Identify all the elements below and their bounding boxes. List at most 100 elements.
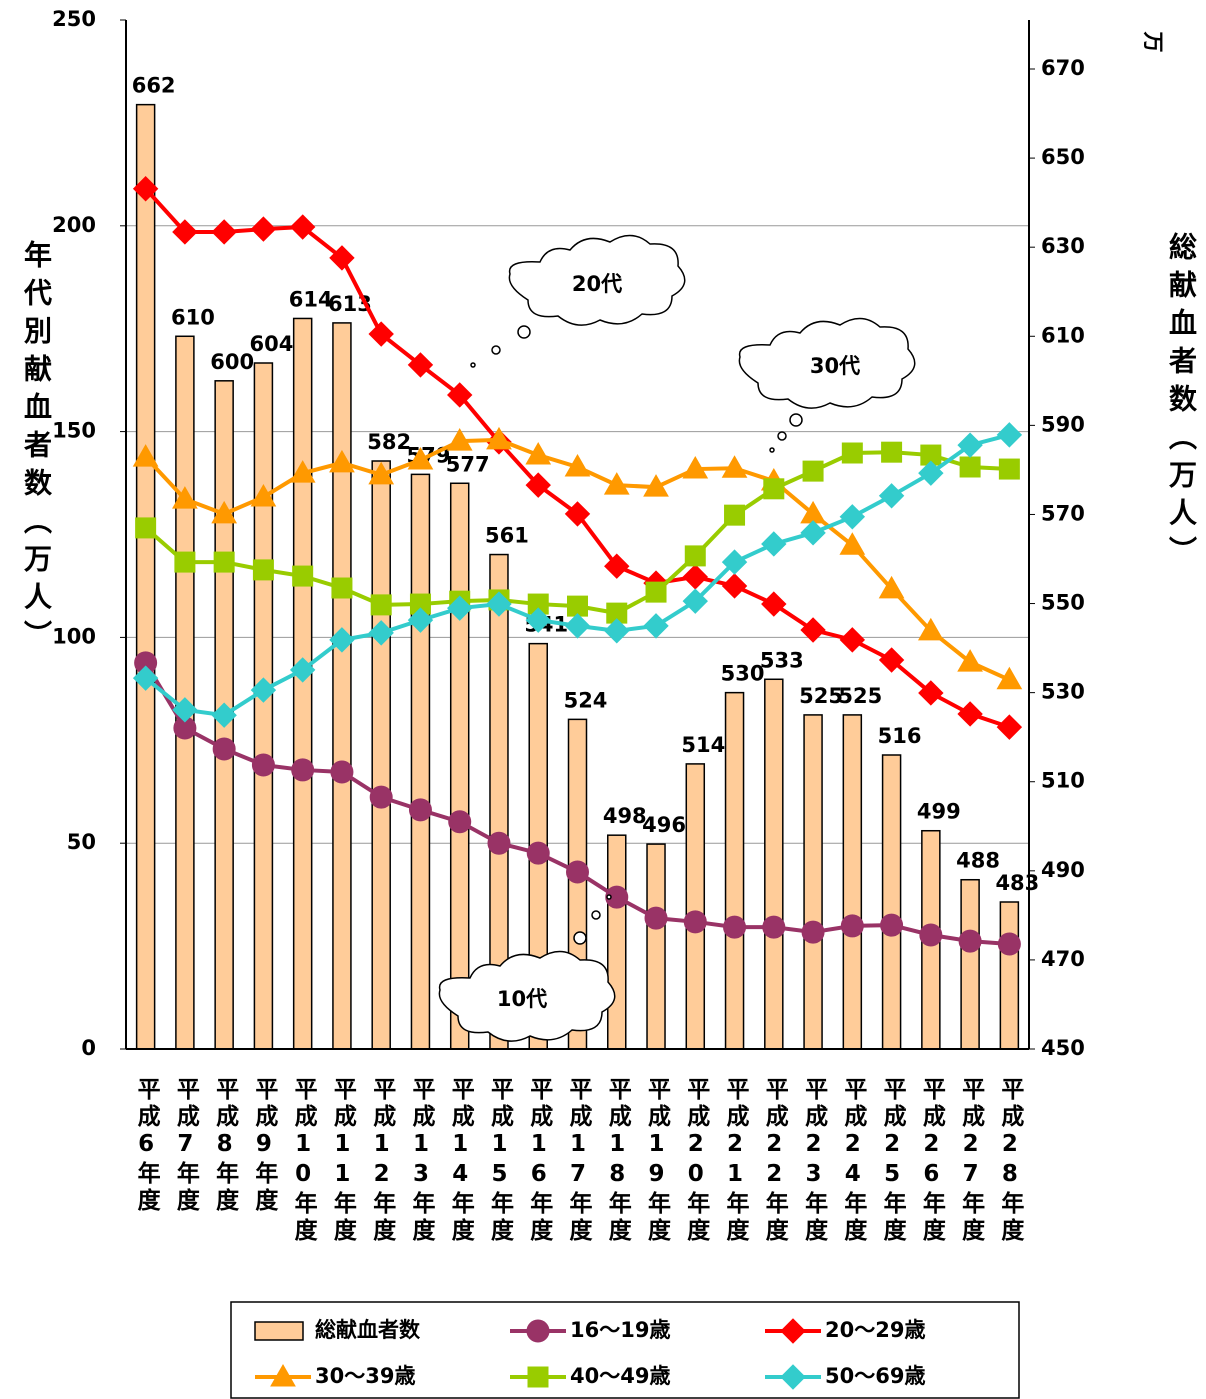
marker: [645, 581, 667, 603]
x-tick-label: 平成13年度: [408, 1077, 436, 1245]
x-tick-label: 平成9年度: [251, 1077, 279, 1215]
bar: [175, 335, 195, 1050]
marker: [211, 219, 237, 245]
bubble: [789, 413, 803, 427]
legend-marker: [780, 1364, 806, 1390]
marker: [682, 588, 708, 614]
bar: [881, 754, 902, 1050]
marker: [643, 613, 669, 639]
marker: [721, 549, 748, 575]
marker: [840, 914, 864, 938]
bar: [253, 362, 274, 1050]
bar: [332, 322, 352, 1050]
bar-label: 600: [210, 350, 254, 374]
marker: [330, 760, 354, 784]
marker: [604, 618, 630, 644]
x-tick-label: 平成21年度: [722, 1077, 750, 1245]
bubble: [777, 431, 787, 441]
bubble: [606, 894, 612, 900]
bar-label: 524: [564, 688, 608, 712]
marker: [605, 885, 629, 909]
y2-tick-label: 530: [1041, 680, 1085, 704]
bar: [803, 714, 823, 1050]
marker: [564, 501, 591, 527]
bar-label: 514: [681, 733, 725, 757]
marker: [250, 484, 277, 507]
marker: [250, 216, 277, 242]
bar: [999, 901, 1020, 1050]
annotation: 10代: [497, 987, 547, 1011]
bar: [135, 103, 156, 1050]
marker: [172, 697, 198, 723]
marker: [958, 929, 982, 953]
marker: [918, 460, 944, 486]
legend-label: 総献血者数: [315, 1318, 421, 1342]
y2-tick-label: 450: [1041, 1036, 1085, 1060]
marker: [368, 321, 394, 347]
bar-label: 533: [760, 648, 804, 672]
cloud: [738, 317, 916, 409]
marker: [172, 486, 198, 509]
bar-label: 488: [956, 849, 1000, 873]
x-tick-label: 平成24年度: [840, 1077, 868, 1245]
marker: [447, 595, 473, 621]
y2-tick-label: 590: [1041, 412, 1085, 436]
bar-label: 516: [878, 724, 922, 748]
marker: [486, 591, 512, 617]
marker: [721, 455, 748, 478]
marker: [564, 453, 591, 477]
marker: [566, 860, 589, 884]
marker: [525, 607, 551, 633]
x-tick-label: 平成7年度: [172, 1077, 200, 1215]
bar: [960, 878, 980, 1050]
marker: [996, 714, 1023, 740]
marker: [801, 920, 825, 944]
bubble: [470, 362, 476, 368]
legend-box: [230, 1301, 1020, 1399]
y-tick-label: 100: [52, 624, 96, 648]
x-tick-label: 平成18年度: [604, 1077, 632, 1245]
bar: [646, 843, 666, 1050]
marker: [132, 665, 159, 691]
marker: [839, 504, 866, 530]
x-tick-label: 平成11年度: [329, 1077, 357, 1245]
y2-tick-label: 490: [1041, 858, 1085, 882]
marker: [761, 591, 787, 617]
legend-label: 20～29歳: [825, 1318, 925, 1342]
marker: [997, 932, 1021, 956]
bar-label: 604: [249, 332, 293, 356]
x-tick-label: 平成22年度: [761, 1077, 789, 1245]
legend-marker: [780, 1318, 806, 1344]
y-tick-label: 150: [52, 419, 96, 443]
marker: [132, 176, 159, 202]
x-tick-label: 平成19年度: [644, 1077, 672, 1245]
callouts: 20代 30代 10代: [438, 234, 916, 1042]
marker: [213, 551, 235, 573]
marker: [839, 627, 866, 653]
bar: [842, 714, 863, 1050]
bar-label: 577: [446, 452, 490, 476]
marker: [761, 531, 787, 557]
bubble: [573, 931, 587, 945]
marker: [878, 647, 905, 673]
marker: [603, 472, 630, 495]
marker: [881, 441, 903, 463]
bar-label: 662: [132, 74, 176, 98]
y-tick-label: 200: [52, 213, 96, 237]
annotation: 30代: [810, 354, 860, 378]
y2-unit: 万: [1141, 31, 1165, 53]
marker: [762, 915, 786, 939]
bar-label: 483: [995, 871, 1039, 895]
bar: [764, 678, 784, 1050]
y2-tick-label: 570: [1041, 501, 1085, 525]
x-tick-label: 平成8年度: [212, 1077, 240, 1215]
cloud: [508, 234, 686, 326]
legend-label: 50～69歳: [825, 1364, 925, 1388]
marker: [368, 461, 395, 485]
marker: [289, 460, 316, 483]
bubble: [769, 447, 775, 453]
marker: [486, 426, 512, 450]
x-tick-label: 平成26年度: [918, 1077, 946, 1245]
legend-swatch: [254, 1321, 304, 1341]
